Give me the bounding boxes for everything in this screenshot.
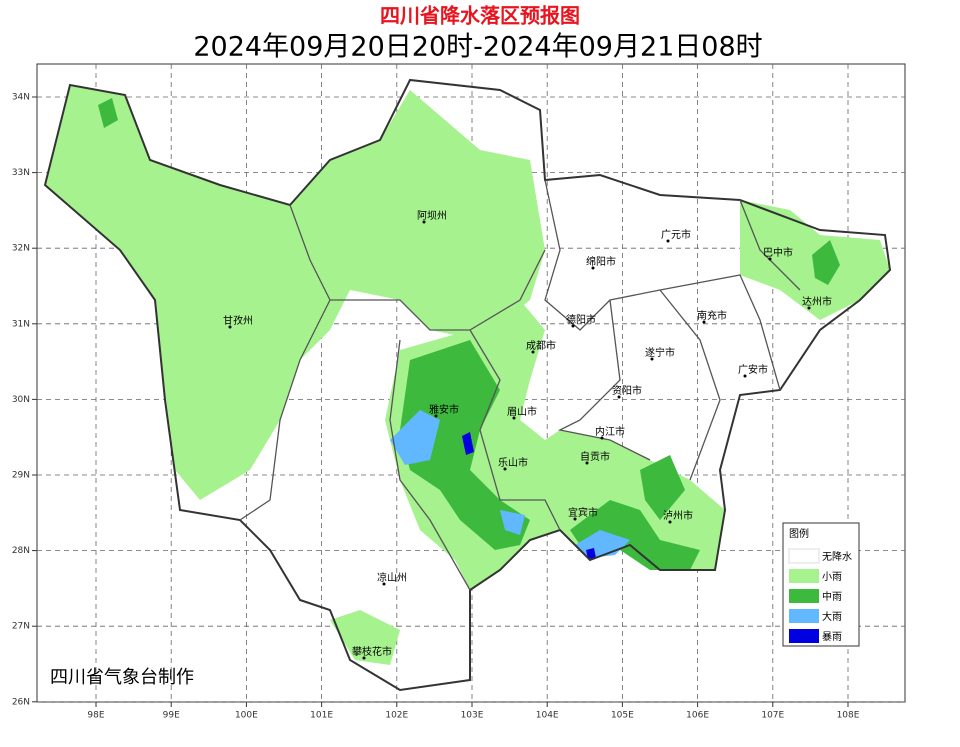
place-label: 广元市 <box>661 228 691 241</box>
x-tick-label: 103E <box>461 711 484 721</box>
x-tick-label: 98E <box>87 711 104 721</box>
place-marker <box>600 436 604 440</box>
place-label: 内江市 <box>595 425 625 438</box>
province-boundary <box>43 78 892 692</box>
y-tick-label: 30N <box>12 395 30 405</box>
place-label: 成都市 <box>526 339 556 352</box>
legend-label: 大雨 <box>822 610 842 623</box>
title: 四川省降水落区预报图 <box>380 4 580 28</box>
place-marker <box>743 374 747 378</box>
x-tick-label: 108E <box>837 711 860 721</box>
x-tick-label: 106E <box>686 711 709 721</box>
place-label: 达州市 <box>802 295 832 308</box>
moderate-rain-area <box>98 98 118 128</box>
legend-swatch <box>789 629 819 643</box>
legend-label: 中雨 <box>822 590 842 603</box>
place-marker <box>617 395 621 399</box>
place-label: 眉山市 <box>507 405 537 418</box>
prefecture-boundary <box>239 179 801 591</box>
x-tick-label: 104E <box>536 711 559 721</box>
y-tick-label: 26N <box>12 697 30 707</box>
legend-label: 暴雨 <box>822 631 842 643</box>
place-marker <box>382 582 386 586</box>
x-tick-label: 102E <box>385 711 408 721</box>
place-label: 阿坝州 <box>417 210 447 222</box>
x-tick-label: 105E <box>611 711 634 721</box>
place-marker <box>228 325 232 329</box>
legend-swatch <box>788 548 820 564</box>
y-tick-label: 32N <box>12 244 30 254</box>
place-marker <box>503 467 507 471</box>
x-tick-label: 99E <box>163 711 180 721</box>
legend-swatch <box>789 589 819 603</box>
place-label: 雅安市 <box>429 403 459 416</box>
place-marker <box>591 266 595 270</box>
legend-swatch <box>789 569 819 583</box>
place-label: 德阳市 <box>566 313 596 326</box>
rainstorm-area <box>586 548 596 559</box>
y-tick-label: 27N <box>12 622 30 632</box>
place-marker <box>768 257 772 261</box>
credit: 四川省气象台制作 <box>50 667 194 688</box>
place-marker <box>666 239 670 243</box>
legend-swatch <box>789 609 819 623</box>
place-label: 资阳市 <box>612 384 642 397</box>
place-marker <box>571 324 575 328</box>
subtitle: 2024年09月20日20时-2024年09月21日08时 <box>193 32 762 63</box>
legend-title: 图例 <box>789 527 809 540</box>
place-marker <box>702 320 706 324</box>
light-rain-area <box>330 610 400 665</box>
x-tick-label: 101E <box>310 711 333 721</box>
place-marker <box>434 414 438 418</box>
place-marker <box>585 461 589 465</box>
place-marker <box>362 656 366 660</box>
place-marker <box>650 357 654 361</box>
legend-label: 无降水 <box>822 550 852 563</box>
place-label: 宜宾市 <box>568 506 598 519</box>
place-label: 遂宁市 <box>645 346 675 359</box>
y-tick-label: 33N <box>12 168 30 178</box>
place-label: 泸州市 <box>663 509 693 522</box>
moderate-rain-area <box>640 455 685 520</box>
rain-areas <box>45 85 890 665</box>
place-marker <box>422 220 426 224</box>
place-label: 乐山市 <box>498 456 528 469</box>
y-tick-label: 31N <box>12 319 30 329</box>
y-tick-label: 28N <box>12 546 30 556</box>
place-label: 凉山州 <box>377 571 407 584</box>
place-marker <box>668 520 672 524</box>
light-rain-area <box>45 85 545 500</box>
place-label: 绵阳市 <box>586 255 616 268</box>
heavy-rain-area <box>500 510 525 535</box>
place-label: 自贡市 <box>580 450 610 463</box>
y-tick-label: 29N <box>12 471 30 481</box>
place-label: 巴中市 <box>763 246 793 259</box>
moderate-rain-area <box>812 240 840 285</box>
place-marker <box>807 306 811 310</box>
place-marker <box>573 517 577 521</box>
place-label: 攀枝花市 <box>352 645 392 658</box>
place-label: 甘孜州 <box>223 314 253 327</box>
x-tick-label: 107E <box>761 711 784 721</box>
legend-label: 小雨 <box>822 571 842 583</box>
x-tick-label: 100E <box>235 711 258 721</box>
rainstorm-area <box>462 432 474 455</box>
legend-box <box>782 522 860 647</box>
y-tick-label: 34N <box>12 93 30 103</box>
place-marker <box>531 350 535 354</box>
place-label: 广安市 <box>738 363 768 376</box>
place-marker <box>512 416 516 420</box>
place-label: 南充市 <box>697 309 727 322</box>
heavy-rain-area <box>390 410 440 465</box>
